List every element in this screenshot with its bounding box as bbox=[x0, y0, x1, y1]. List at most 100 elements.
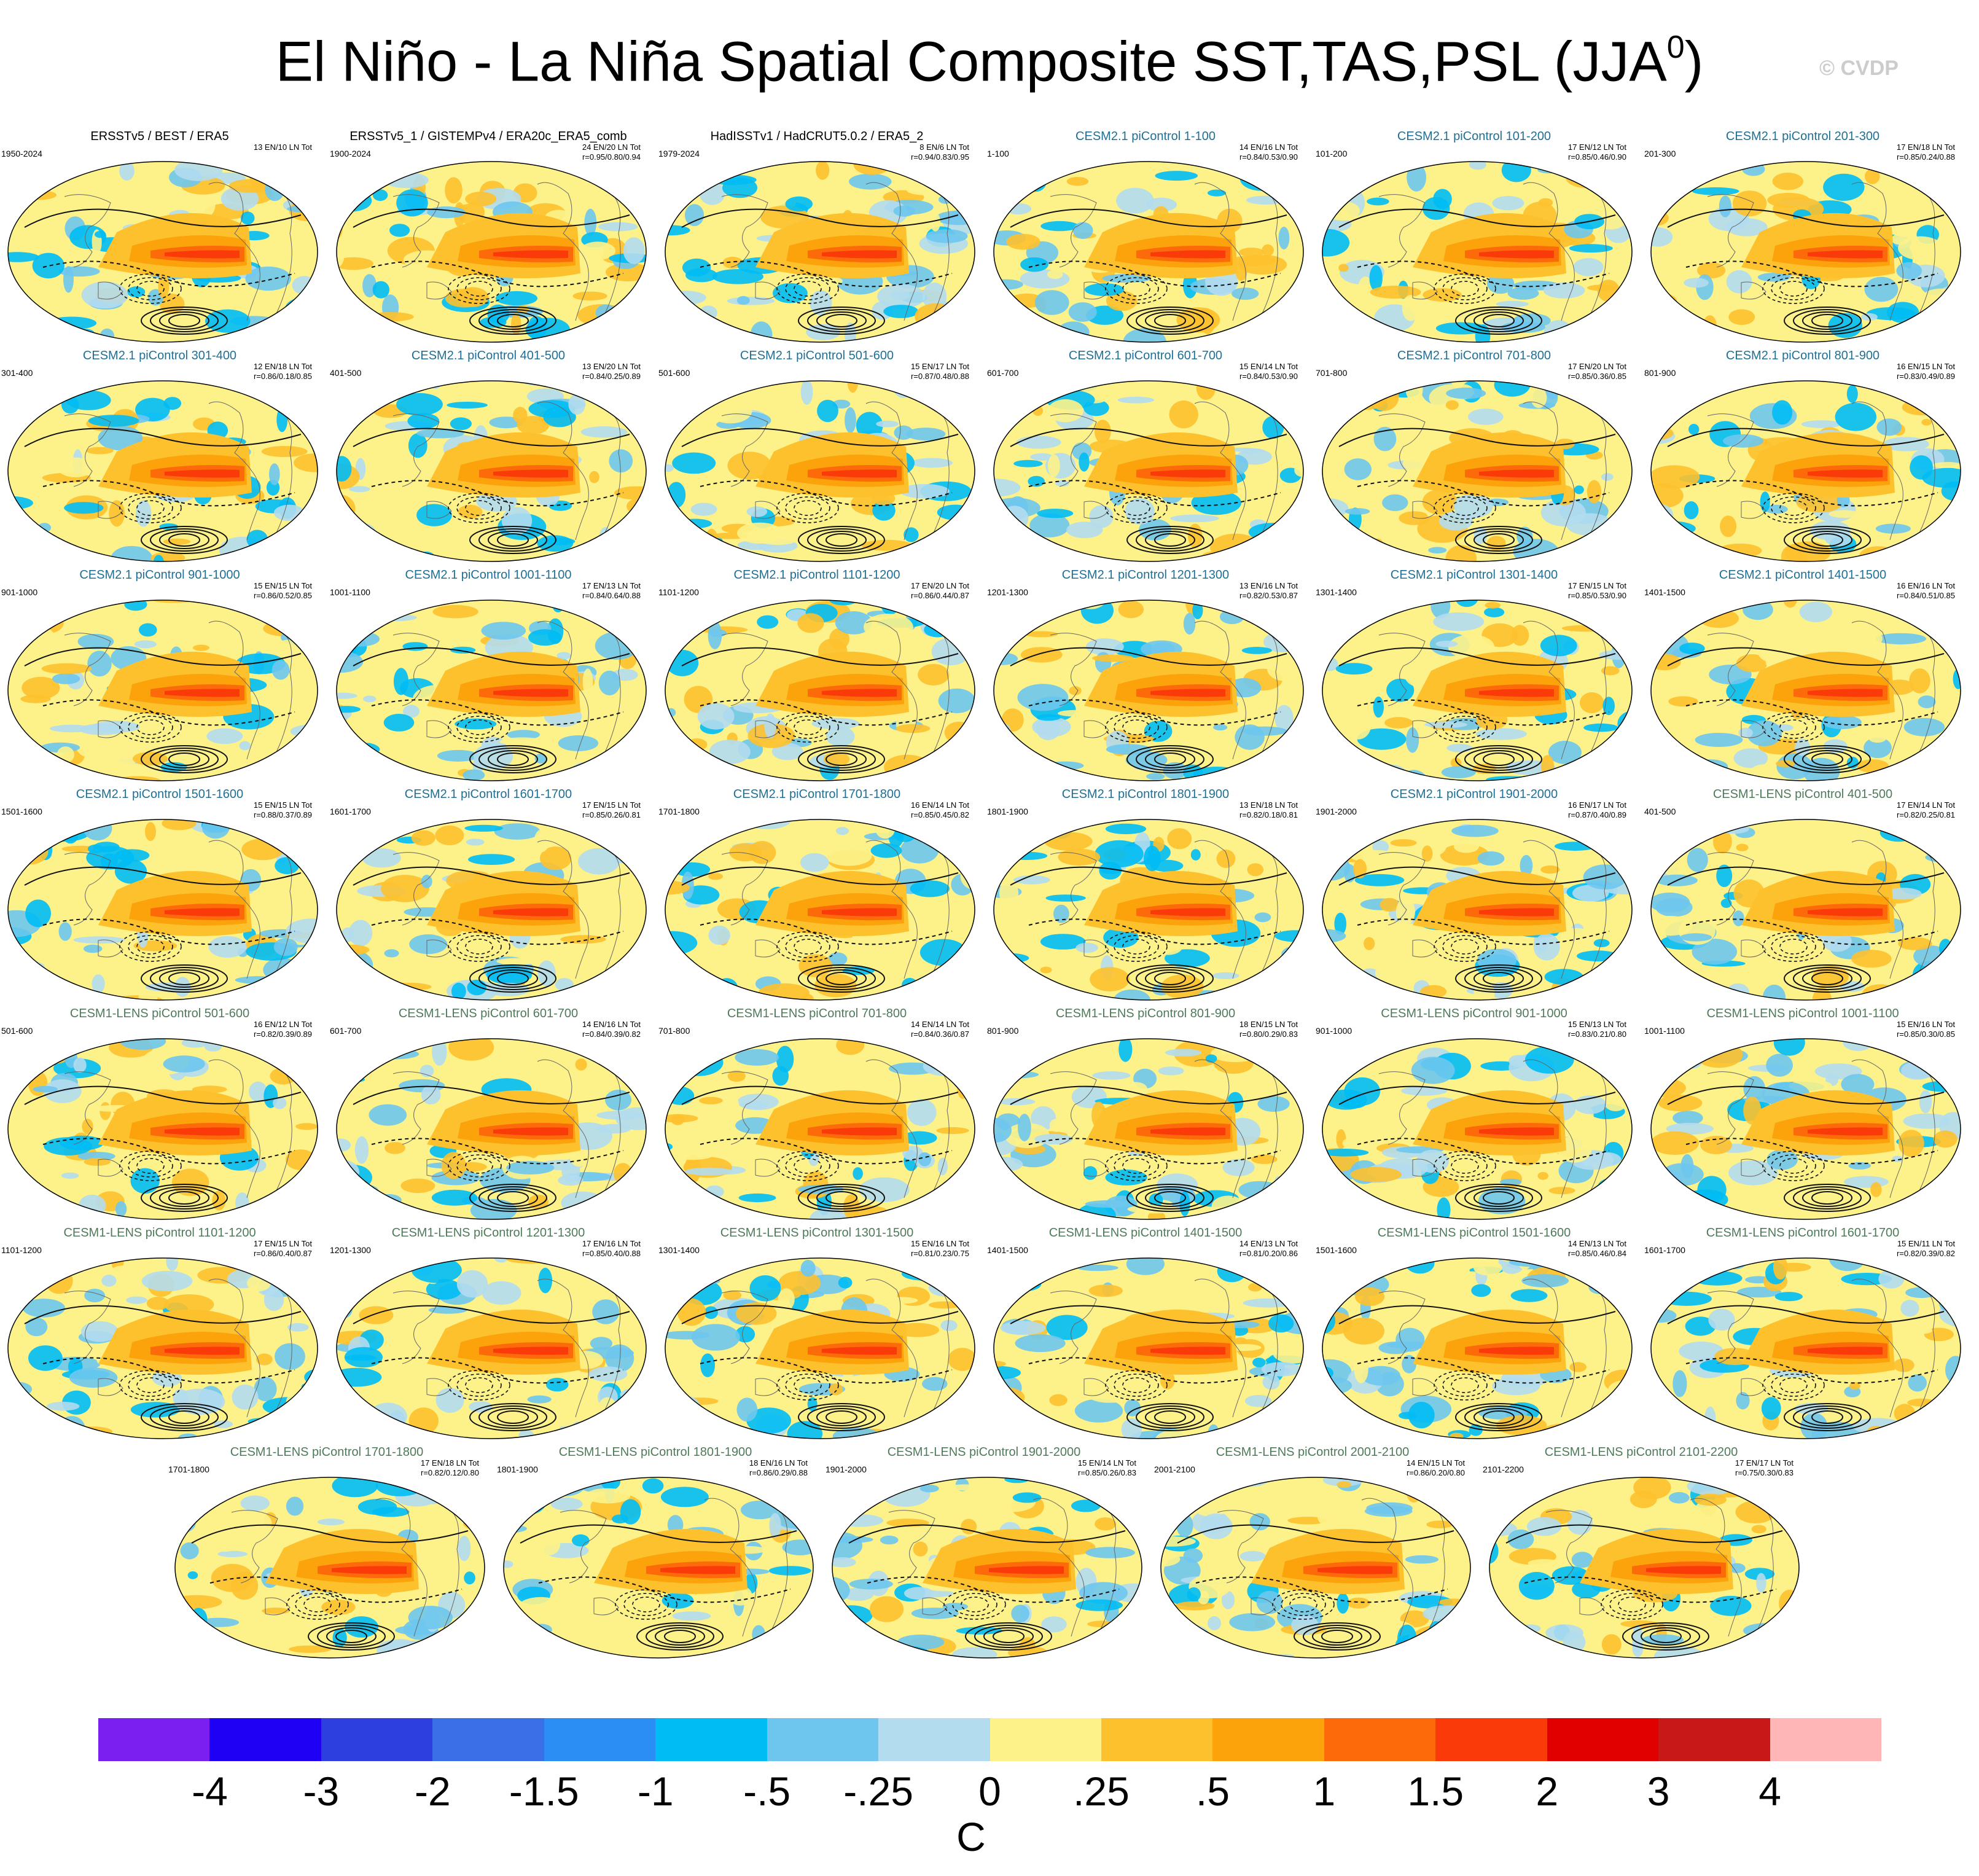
panel-en-ln-counts: 17 EN/15 LN Tot bbox=[253, 1239, 312, 1248]
panel-en-ln-counts: 13 EN/20 LN Tot bbox=[582, 362, 641, 371]
sst-anomaly-field bbox=[1322, 381, 1632, 561]
panel-period: 501-600 bbox=[658, 368, 690, 378]
colorbar-swatch bbox=[209, 1718, 321, 1761]
composite-map bbox=[993, 600, 1304, 781]
sst-anomaly-field bbox=[337, 162, 646, 342]
colorbar-tick-label: -1.5 bbox=[509, 1769, 579, 1814]
panel-period: 801-900 bbox=[987, 1026, 1019, 1036]
composite-map bbox=[7, 1038, 318, 1220]
panel-event-counts: 15 EN/11 LN Tot r=0.82/0.39/0.82 bbox=[1897, 1239, 1955, 1259]
panel-event-counts: 17 EN/18 LN Tot r=0.82/0.12/0.80 bbox=[421, 1458, 479, 1478]
panel-title: CESM1-LENS piControl 2101-2200 bbox=[1544, 1445, 1738, 1459]
panel-en-ln-counts: 15 EN/16 LN Tot bbox=[910, 1239, 969, 1248]
panel-event-counts: 14 EN/15 LN Tot r=0.86/0.20/0.80 bbox=[1407, 1458, 1465, 1478]
panel-pattern-correlation: r=0.82/0.18/0.81 bbox=[1239, 810, 1298, 819]
panel-pattern-correlation: r=0.85/0.45/0.82 bbox=[910, 810, 969, 819]
map-panel: CESM2.1 piControl 1801-1900 1801-1900 13 E… bbox=[986, 787, 1305, 1008]
panel-title: CESM2.1 piControl 601-700 bbox=[1068, 349, 1223, 362]
map-panel: CESM2.1 piControl 1601-1700 1601-1700 17 E… bbox=[329, 787, 648, 1008]
panel-pattern-correlation: r=0.86/0.52/0.85 bbox=[253, 591, 312, 600]
panel-title: CESM1-LENS piControl 1801-1900 bbox=[558, 1445, 752, 1459]
map-panel: CESM1-LENS piControl 1401-1500 1401-1500 1… bbox=[986, 1225, 1305, 1447]
map-panel: HadISSTv1 / HadCRUT5.0.2 / ERA5_2 1979-20… bbox=[657, 129, 977, 350]
panel-period: 601-700 bbox=[330, 1026, 362, 1036]
sst-anomaly-field bbox=[337, 1258, 646, 1439]
panel-pattern-correlation: r=0.80/0.29/0.83 bbox=[1239, 1030, 1298, 1039]
colorbar-swatch bbox=[1324, 1718, 1436, 1761]
panel-period: 801-900 bbox=[1644, 368, 1676, 378]
panel-period: 601-700 bbox=[987, 368, 1019, 378]
sst-anomaly-field bbox=[8, 1039, 318, 1219]
composite-map bbox=[1322, 819, 1633, 1001]
panel-event-counts: 17 EN/20 LN Tot r=0.85/0.36/0.85 bbox=[1568, 362, 1626, 381]
panel-event-counts: 12 EN/18 LN Tot r=0.86/0.18/0.85 bbox=[254, 362, 312, 381]
composite-map bbox=[7, 1257, 318, 1439]
map-panel: CESM2.1 piControl 1001-1100 1001-1100 17 E… bbox=[329, 568, 648, 789]
panel-title: CESM2.1 piControl 801-900 bbox=[1725, 349, 1880, 362]
panel-title: CESM2.1 piControl 1001-1100 bbox=[405, 568, 572, 582]
panel-title: CESM2.1 piControl 1401-1500 bbox=[1719, 568, 1887, 582]
map-panel: CESM1-LENS piControl 1701-1800 1701-1800 1… bbox=[167, 1445, 486, 1666]
panel-period: 201-300 bbox=[1644, 149, 1676, 158]
colorbar-swatch bbox=[98, 1718, 210, 1761]
panel-event-counts: 13 EN/20 LN Tot r=0.84/0.25/0.89 bbox=[582, 362, 641, 381]
sst-anomaly-field bbox=[1651, 600, 1961, 781]
panel-period: 1101-1200 bbox=[658, 587, 699, 597]
panel-period: 1301-1400 bbox=[658, 1245, 700, 1255]
panel-event-counts: 17 EN/17 LN Tot r=0.75/0.30/0.83 bbox=[1735, 1458, 1794, 1478]
panel-pattern-correlation: r=0.87/0.48/0.88 bbox=[910, 372, 969, 381]
panel-en-ln-counts: 15 EN/17 LN Tot bbox=[910, 362, 969, 371]
panel-event-counts: 17 EN/15 LN Tot r=0.85/0.53/0.90 bbox=[1568, 581, 1626, 601]
composite-map bbox=[1650, 161, 1961, 343]
composite-map bbox=[336, 1038, 647, 1220]
panel-period: 1701-1800 bbox=[168, 1464, 209, 1474]
panel-title: CESM1-LENS piControl 501-600 bbox=[69, 1007, 250, 1020]
panel-title: CESM1-LENS piControl 1001-1100 bbox=[1706, 1007, 1899, 1020]
panel-en-ln-counts: 17 EN/17 LN Tot bbox=[1735, 1458, 1794, 1468]
map-panel: CESM2.1 piControl 1301-1400 1301-1400 17 E… bbox=[1314, 568, 1634, 789]
colorbar-tick-label: -1 bbox=[637, 1769, 674, 1814]
composite-map bbox=[993, 819, 1304, 1001]
map-panel: CESM2.1 piControl 1701-1800 1701-1800 16 E… bbox=[657, 787, 977, 1008]
panel-pattern-correlation: r=0.95/0.80/0.94 bbox=[582, 152, 641, 162]
panel-period: 1201-1300 bbox=[987, 587, 1028, 597]
sst-anomaly-field bbox=[665, 162, 975, 342]
cvdp-watermark: © CVDP bbox=[1819, 57, 1899, 80]
map-panel: CESM1-LENS piControl 1101-1200 1101-1200 1… bbox=[0, 1225, 319, 1447]
panel-title: ERSSTv5_1 / GISTEMPv4 / ERA20c_ERA5_comb bbox=[349, 130, 627, 143]
panel-en-ln-counts: 18 EN/15 LN Tot bbox=[1239, 1020, 1298, 1029]
map-panel: CESM2.1 piControl 201-300 201-300 17 EN/18… bbox=[1643, 129, 1962, 350]
composite-map bbox=[665, 380, 975, 562]
panel-pattern-correlation: r=0.75/0.30/0.83 bbox=[1735, 1468, 1794, 1477]
panel-title: CESM1-LENS piControl 1101-1200 bbox=[63, 1226, 256, 1240]
map-panel: CESM2.1 piControl 1401-1500 1401-1500 16 E… bbox=[1643, 568, 1962, 789]
sst-anomaly-field bbox=[1489, 1477, 1799, 1658]
map-panel: CESM2.1 piControl 1501-1600 1501-1600 15 E… bbox=[0, 787, 319, 1008]
panel-event-counts: 16 EN/17 LN Tot r=0.87/0.40/0.89 bbox=[1568, 800, 1626, 820]
colorbar-tick-label: -3 bbox=[303, 1769, 340, 1814]
composite-map bbox=[336, 600, 647, 781]
panel-title: CESM2.1 piControl 501-600 bbox=[740, 349, 894, 362]
figure-title-superscript: 0 bbox=[1666, 29, 1685, 65]
panel-pattern-correlation: r=0.86/0.18/0.85 bbox=[253, 372, 312, 381]
panel-period: 901-1000 bbox=[1, 587, 38, 597]
panel-title: CESM2.1 piControl 1201-1300 bbox=[1061, 568, 1230, 582]
panel-period: 1401-1500 bbox=[987, 1245, 1028, 1255]
panel-period: 1950-2024 bbox=[1, 149, 42, 158]
sst-anomaly-field bbox=[8, 600, 318, 781]
panel-en-ln-counts: 16 EN/14 LN Tot bbox=[910, 800, 969, 810]
colorbar-swatch bbox=[1212, 1718, 1324, 1761]
colorbar-tick-label: 0 bbox=[978, 1769, 1001, 1814]
composite-map bbox=[1650, 1038, 1961, 1220]
panel-title: CESM2.1 piControl 1101-1200 bbox=[733, 568, 900, 582]
map-panel: CESM2.1 piControl 1901-2000 1901-2000 16 E… bbox=[1314, 787, 1634, 1008]
panel-en-ln-counts: 16 EN/12 LN Tot bbox=[253, 1020, 312, 1029]
panel-period: 501-600 bbox=[1, 1026, 33, 1036]
composite-map bbox=[665, 600, 975, 781]
panel-title: CESM2.1 piControl 301-400 bbox=[82, 349, 237, 362]
panel-title: CESM1-LENS piControl 1701-1800 bbox=[230, 1445, 424, 1459]
colorbar-tick-label: 1.5 bbox=[1407, 1769, 1464, 1814]
panel-pattern-correlation: r=0.85/0.46/0.90 bbox=[1567, 152, 1626, 162]
composite-map bbox=[1650, 380, 1961, 562]
panel-event-counts: 17 EN/13 LN Tot r=0.84/0.64/0.88 bbox=[582, 581, 641, 601]
